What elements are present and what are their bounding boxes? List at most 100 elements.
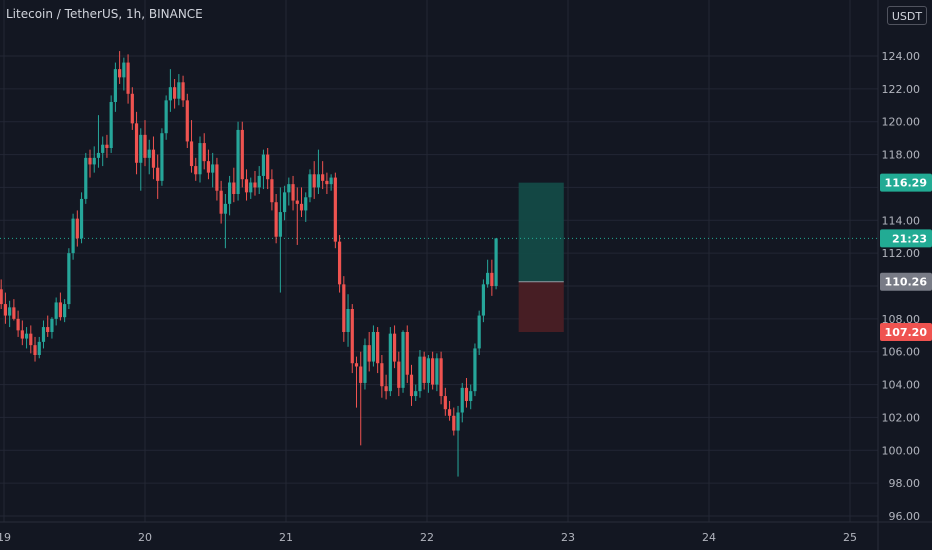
candle-body bbox=[46, 327, 50, 332]
candle-body bbox=[219, 190, 223, 214]
candle-body bbox=[113, 69, 117, 102]
y-tick-label: 122.00 bbox=[882, 83, 921, 96]
candle-body bbox=[312, 174, 316, 188]
candle-body bbox=[380, 363, 384, 387]
y-tick-label: 118.00 bbox=[882, 149, 921, 162]
candle-body bbox=[118, 69, 122, 78]
candle-body bbox=[261, 154, 266, 176]
candle-body bbox=[494, 238, 498, 286]
candle-body bbox=[405, 332, 409, 375]
candle-body bbox=[346, 309, 350, 332]
candle-body bbox=[168, 87, 172, 101]
candle-body bbox=[363, 345, 367, 383]
candle-body bbox=[477, 315, 481, 349]
candle-body bbox=[130, 93, 134, 124]
candle-body bbox=[422, 356, 426, 383]
y-tick-label: 96.00 bbox=[889, 510, 921, 523]
candle-body bbox=[8, 307, 12, 316]
candle-body bbox=[473, 348, 477, 392]
candle-body bbox=[147, 149, 151, 158]
current-time-label: 21:23 bbox=[892, 232, 927, 245]
candle-body bbox=[460, 387, 464, 413]
candle-body bbox=[443, 396, 447, 410]
y-tick-label: 112.00 bbox=[882, 247, 921, 260]
candle-body bbox=[316, 174, 321, 188]
candle-body bbox=[329, 177, 333, 185]
candle-body bbox=[173, 87, 177, 99]
symbol-title: Litecoin / TetherUS, 1h, BINANCE bbox=[6, 7, 203, 21]
candle-body bbox=[88, 157, 92, 165]
candle-body bbox=[189, 141, 194, 167]
candle-body bbox=[92, 157, 96, 165]
candle-body bbox=[79, 198, 84, 239]
candle-body bbox=[41, 327, 46, 342]
candle-body bbox=[67, 253, 71, 305]
candle-body bbox=[308, 174, 312, 198]
x-tick-label: 24 bbox=[702, 531, 716, 544]
candle-body bbox=[249, 182, 253, 193]
candle-body bbox=[211, 164, 215, 173]
candle-body bbox=[96, 152, 101, 158]
stop-zone bbox=[518, 281, 564, 332]
candle-body bbox=[236, 129, 240, 194]
candle-body bbox=[278, 212, 282, 237]
candle-body bbox=[397, 361, 401, 388]
candle-body bbox=[376, 332, 380, 364]
x-tick-label: 20 bbox=[138, 531, 152, 544]
candle-body bbox=[392, 333, 397, 362]
y-tick-label: 108.00 bbox=[882, 313, 921, 326]
candle-body bbox=[282, 192, 287, 213]
candle-body bbox=[139, 134, 143, 163]
candle-body bbox=[16, 318, 20, 331]
candle-body bbox=[20, 330, 24, 339]
y-tick-label: 100.00 bbox=[882, 444, 921, 457]
candle-body bbox=[109, 102, 113, 148]
candle-body bbox=[206, 161, 211, 173]
y-tick-label: 98.00 bbox=[889, 477, 921, 490]
candle-body bbox=[439, 358, 443, 397]
x-tick-label: 25 bbox=[843, 531, 857, 544]
candle-body bbox=[228, 182, 232, 204]
candle-body bbox=[0, 289, 3, 305]
candle-body bbox=[151, 149, 156, 168]
candle-body bbox=[469, 391, 473, 401]
candle-body bbox=[185, 100, 189, 142]
target-zone bbox=[518, 182, 564, 282]
target-price-label: 116.29 bbox=[885, 177, 927, 190]
candle-body bbox=[58, 302, 62, 318]
target-price-label-bg bbox=[880, 173, 932, 192]
candle-body bbox=[464, 387, 469, 401]
candle-body bbox=[452, 415, 456, 431]
candle-body bbox=[371, 332, 376, 362]
candle-body bbox=[143, 134, 147, 158]
x-tick-label: 21 bbox=[279, 531, 293, 544]
candle-body bbox=[29, 333, 33, 346]
candle-body bbox=[253, 182, 257, 188]
candle-body bbox=[401, 332, 405, 388]
candle-body bbox=[418, 356, 422, 392]
current-time-label-bg bbox=[880, 229, 932, 248]
candle-body bbox=[435, 358, 439, 385]
candle-body bbox=[84, 157, 88, 199]
y-tick-label: 114.00 bbox=[882, 214, 921, 227]
candle-body bbox=[181, 82, 185, 101]
y-tick-label: 106.00 bbox=[882, 346, 921, 359]
y-tick-label: 102.00 bbox=[882, 411, 921, 424]
candle-body bbox=[291, 184, 295, 201]
candle-body bbox=[12, 307, 16, 319]
candle-body bbox=[388, 333, 392, 392]
candle-body bbox=[359, 366, 363, 383]
candle-body bbox=[63, 304, 67, 318]
candle-body bbox=[384, 386, 388, 392]
currency-unit-button[interactable]: USDT bbox=[887, 6, 927, 25]
candle-body bbox=[367, 345, 371, 362]
candle-body bbox=[105, 144, 109, 148]
candle-body bbox=[266, 154, 270, 180]
candle-body bbox=[414, 391, 418, 397]
candle-body bbox=[223, 203, 227, 214]
candle-body bbox=[490, 272, 494, 286]
candle-body bbox=[342, 284, 346, 332]
candle-body bbox=[447, 409, 452, 416]
y-tick-label: 104.00 bbox=[882, 379, 921, 392]
